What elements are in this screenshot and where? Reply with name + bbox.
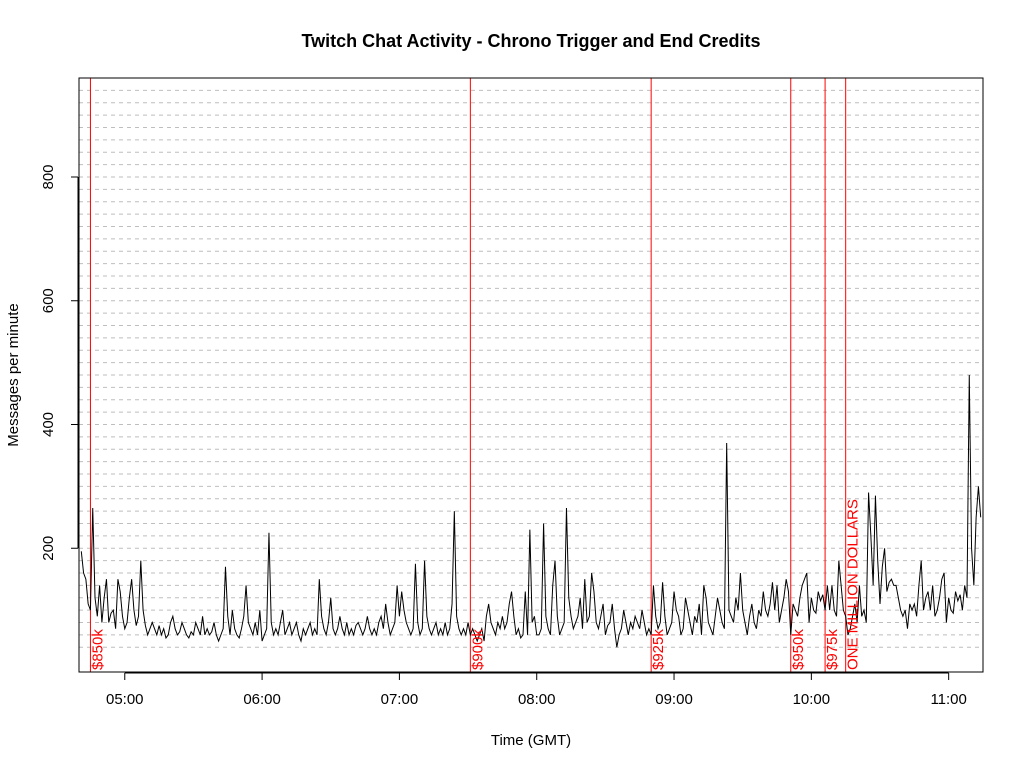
annotation-label: $950k bbox=[790, 629, 807, 670]
x-tick-label: 07:00 bbox=[381, 691, 419, 708]
x-tick-label: 10:00 bbox=[793, 691, 831, 708]
annotation-label: ONE MILLION DOLLARS bbox=[845, 499, 862, 670]
chart-title: Twitch Chat Activity - Chrono Trigger an… bbox=[301, 31, 760, 51]
y-axis: 200 400 600 800 bbox=[40, 164, 79, 561]
x-axis: 05:00 06:00 07:00 08:00 09:00 10:00 11:00 bbox=[106, 672, 967, 708]
plot-frame bbox=[78, 77, 984, 673]
series-line bbox=[80, 374, 982, 648]
x-tick-label: 08:00 bbox=[518, 691, 556, 708]
annotation-lines bbox=[89, 78, 847, 672]
annotation-label: $850k bbox=[89, 629, 106, 670]
x-tick-label: 09:00 bbox=[655, 691, 693, 708]
x-tick-label: 11:00 bbox=[930, 691, 966, 708]
annotation-label: $925k bbox=[650, 629, 667, 670]
annotation-labels: $850k $900k $925k $950k $975k ONE MILLION DOL… bbox=[89, 499, 861, 670]
y-tick-label: 800 bbox=[40, 164, 57, 189]
y-axis-label: Messages per minute bbox=[5, 303, 22, 446]
annotation-label: $975k bbox=[824, 629, 841, 670]
x-tick-label: 06:00 bbox=[243, 691, 281, 708]
x-axis-label: Time (GMT) bbox=[491, 732, 571, 749]
grid-lines bbox=[79, 89, 983, 648]
y-tick-label: 400 bbox=[40, 412, 57, 437]
y-tick-label: 200 bbox=[40, 536, 57, 561]
y-tick-label: 600 bbox=[40, 288, 57, 313]
annotation-label: $900k bbox=[469, 629, 486, 670]
x-tick-label: 05:00 bbox=[106, 691, 144, 708]
